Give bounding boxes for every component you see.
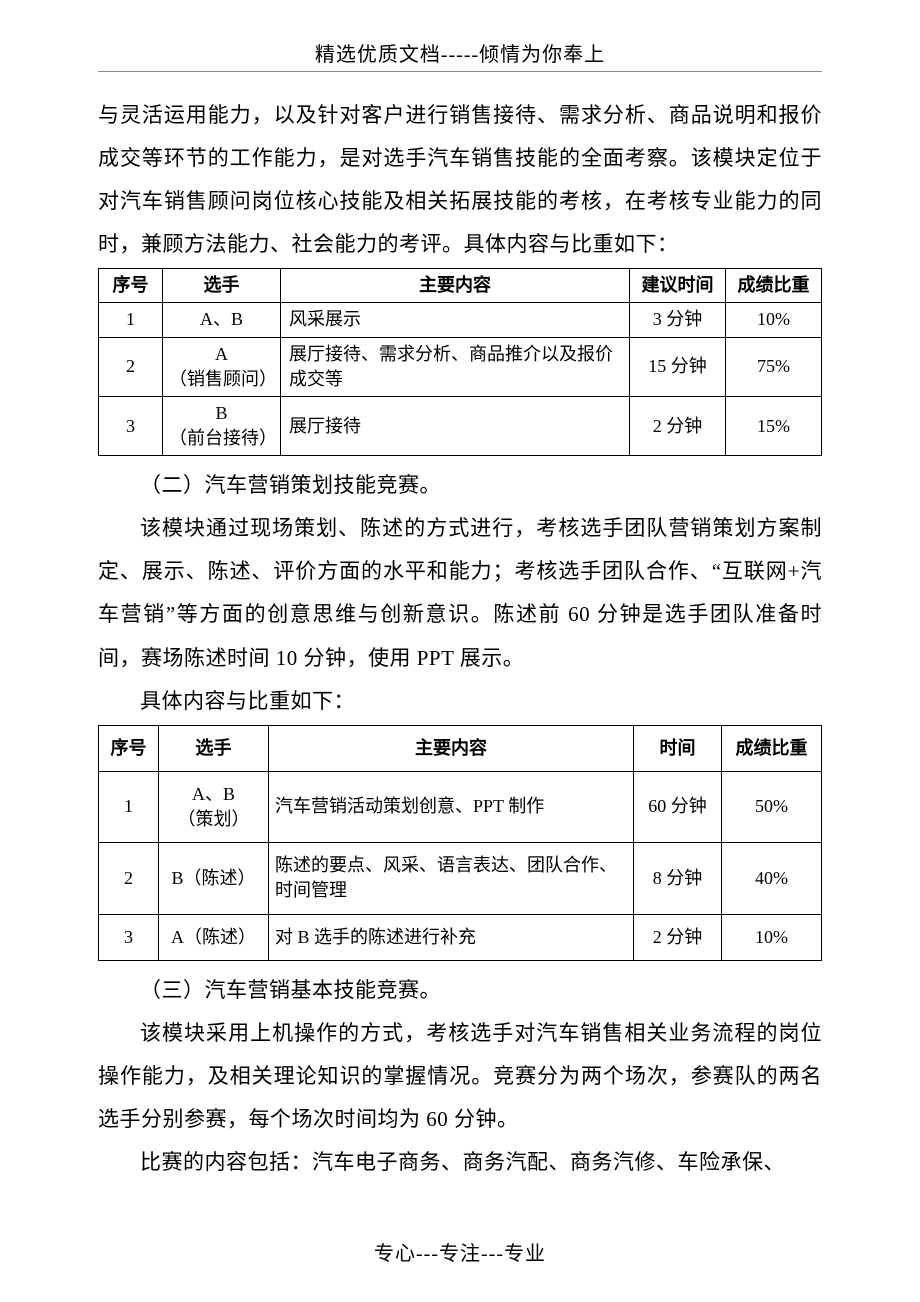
cell: 10% [722, 914, 822, 960]
table-row: 序号 选手 主要内容 时间 成绩比重 [99, 725, 822, 771]
table-row: 2 B（陈述） 陈述的要点、风采、语言表达、团队合作、时间管理 8 分钟 40% [99, 843, 822, 914]
th-content: 主要内容 [281, 269, 630, 303]
cell: 陈述的要点、风采、语言表达、团队合作、时间管理 [269, 843, 634, 914]
cell: 3 [99, 396, 163, 455]
table-row: 3 B（前台接待） 展厅接待 2 分钟 15% [99, 396, 822, 455]
cell: 15 分钟 [630, 337, 726, 396]
th-seq: 序号 [99, 269, 163, 303]
cell: 10% [726, 303, 822, 337]
page-header: 精选优质文档-----倾情为你奉上 [98, 38, 822, 67]
th-weight: 成绩比重 [726, 269, 822, 303]
cell: 75% [726, 337, 822, 396]
section-3-lead: 比赛的内容包括：汽车电子商务、商务汽配、商务汽修、车险承保、 [98, 1141, 822, 1184]
cell: 3 [99, 914, 159, 960]
cell: 风采展示 [281, 303, 630, 337]
table-marketing-plan: 序号 选手 主要内容 时间 成绩比重 1 A、B（策划） 汽车营销活动策划创意、… [98, 725, 822, 961]
cell: 展厅接待 [281, 396, 630, 455]
th-time: 时间 [634, 725, 722, 771]
cell: 2 [99, 843, 159, 914]
cell: 1 [99, 303, 163, 337]
cell: 1 [99, 771, 159, 842]
cell: A（销售顾问） [163, 337, 281, 396]
section-2-lead: 具体内容与比重如下： [98, 680, 822, 723]
cell: 60 分钟 [634, 771, 722, 842]
cell: 40% [722, 843, 822, 914]
th-time: 建议时间 [630, 269, 726, 303]
table-row: 1 A、B（策划） 汽车营销活动策划创意、PPT 制作 60 分钟 50% [99, 771, 822, 842]
cell: B（陈述） [159, 843, 269, 914]
cell: A（陈述） [159, 914, 269, 960]
table-row: 1 A、B 风采展示 3 分钟 10% [99, 303, 822, 337]
section-2-title: （二）汽车营销策划技能竞赛。 [98, 464, 822, 507]
cell: 50% [722, 771, 822, 842]
cell: A、B（策划） [159, 771, 269, 842]
th-player: 选手 [159, 725, 269, 771]
cell: 对 B 选手的陈述进行补充 [269, 914, 634, 960]
th-weight: 成绩比重 [722, 725, 822, 771]
page-container: 精选优质文档-----倾情为你奉上 与灵活运用能力，以及针对客户进行销售接待、需… [0, 0, 920, 1302]
header-rule [98, 71, 822, 72]
table-row: 3 A（陈述） 对 B 选手的陈述进行补充 2 分钟 10% [99, 914, 822, 960]
cell: 2 分钟 [630, 396, 726, 455]
cell: 汽车营销活动策划创意、PPT 制作 [269, 771, 634, 842]
cell: 2 [99, 337, 163, 396]
cell: 15% [726, 396, 822, 455]
table-sales-skill: 序号 选手 主要内容 建议时间 成绩比重 1 A、B 风采展示 3 分钟 10%… [98, 268, 822, 456]
th-player: 选手 [163, 269, 281, 303]
section-3-body: 该模块采用上机操作的方式，考核选手对汽车销售相关业务流程的岗位操作能力，及相关理… [98, 1012, 822, 1141]
table-row: 2 A（销售顾问） 展厅接待、需求分析、商品推介以及报价成交等 15 分钟 75… [99, 337, 822, 396]
page-footer: 专心---专注---专业 [0, 1237, 920, 1266]
cell: 3 分钟 [630, 303, 726, 337]
table-row: 序号 选手 主要内容 建议时间 成绩比重 [99, 269, 822, 303]
th-content: 主要内容 [269, 725, 634, 771]
cell: B（前台接待） [163, 396, 281, 455]
paragraph-intro: 与灵活运用能力，以及针对客户进行销售接待、需求分析、商品说明和报价成交等环节的工… [98, 94, 822, 266]
cell: A、B [163, 303, 281, 337]
cell: 2 分钟 [634, 914, 722, 960]
section-2-body: 该模块通过现场策划、陈述的方式进行，考核选手团队营销策划方案制定、展示、陈述、评… [98, 507, 822, 679]
section-3-title: （三）汽车营销基本技能竞赛。 [98, 969, 822, 1012]
th-seq: 序号 [99, 725, 159, 771]
cell: 8 分钟 [634, 843, 722, 914]
cell: 展厅接待、需求分析、商品推介以及报价成交等 [281, 337, 630, 396]
